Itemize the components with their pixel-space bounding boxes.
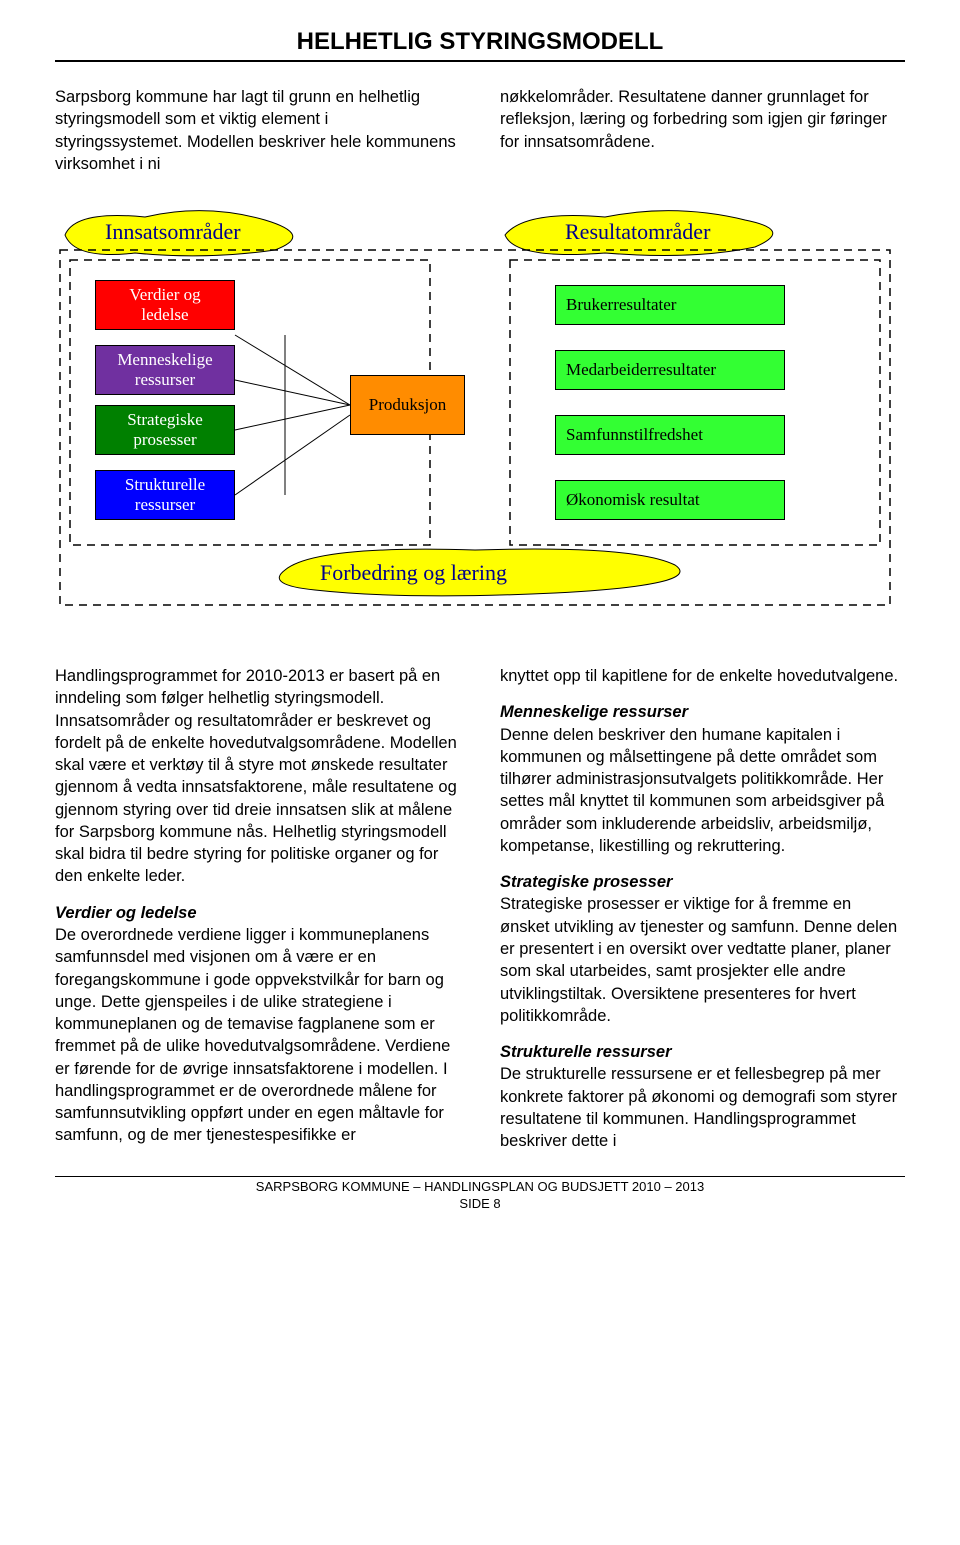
box-menneskelige-ressurser: Menneskeligeressurser <box>95 345 235 395</box>
title-underline <box>55 60 905 62</box>
body-right-p1: knyttet opp til kapitlene for de enkelte… <box>500 665 905 687</box>
body-right-column: knyttet opp til kapitlene for de enkelte… <box>500 665 905 1166</box>
body-right-p3: Strategiske prosesser er viktige for å f… <box>500 895 897 1024</box>
box-okonomisk-resultat: Økonomisk resultat <box>555 480 785 520</box>
body-right-p4: De strukturelle ressursene er et fellesb… <box>500 1065 897 1150</box>
model-diagram: Innsatsområder Resultatområder Verdier o… <box>55 205 905 625</box>
box-strukturelle-ressurser: Strukturelleressurser <box>95 470 235 520</box>
subhead-verdier: Verdier og ledelse <box>55 904 197 922</box>
box-verdier-ledelse: Verdier ogledelse <box>95 280 235 330</box>
box-medarbeiderresultater: Medarbeiderresultater <box>555 350 785 390</box>
page-title: HELHETLIG STYRINGSMODELL <box>55 28 905 56</box>
footer-line <box>55 1176 905 1177</box>
footer-text: SARPSBORG KOMMUNE – HANDLINGSPLAN OG BUD… <box>55 1179 905 1213</box>
intro-right: nøkkelområder. Resultatene danner grunnl… <box>500 86 905 175</box>
intro-columns: Sarpsborg kommune har lagt til grunn en … <box>55 86 905 175</box>
box-strategiske-prosesser: Strategiskeprosesser <box>95 405 235 455</box>
body-left-p1: Handlingsprogrammet for 2010-2013 er bas… <box>55 665 460 888</box>
subhead-menneskelige: Menneskelige ressurser <box>500 703 688 721</box>
body-left-column: Handlingsprogrammet for 2010-2013 er bas… <box>55 665 460 1166</box>
body-left-p2: De overordnede verdiene ligger i kommune… <box>55 926 450 1144</box>
footer-line1: SARPSBORG KOMMUNE – HANDLINGSPLAN OG BUD… <box>256 1179 704 1194</box>
subhead-strukturelle: Strukturelle ressurser <box>500 1043 672 1061</box>
body-right-p2: Denne delen beskriver den humane kapital… <box>500 726 884 855</box>
box-brukerresultater: Brukerresultater <box>555 285 785 325</box>
box-produksjon: Produksjon <box>350 375 465 435</box>
diagram-header-left: Innsatsområder <box>105 219 241 245</box>
intro-left: Sarpsborg kommune har lagt til grunn en … <box>55 86 460 175</box>
diagram-header-right: Resultatområder <box>565 219 710 245</box>
box-samfunnstilfredshet: Samfunnstilfredshet <box>555 415 785 455</box>
footer-line2: SIDE 8 <box>459 1196 500 1211</box>
subhead-strategiske: Strategiske prosesser <box>500 873 672 891</box>
body-columns: Handlingsprogrammet for 2010-2013 er bas… <box>55 665 905 1166</box>
diagram-footer-label: Forbedring og læring <box>320 560 507 586</box>
